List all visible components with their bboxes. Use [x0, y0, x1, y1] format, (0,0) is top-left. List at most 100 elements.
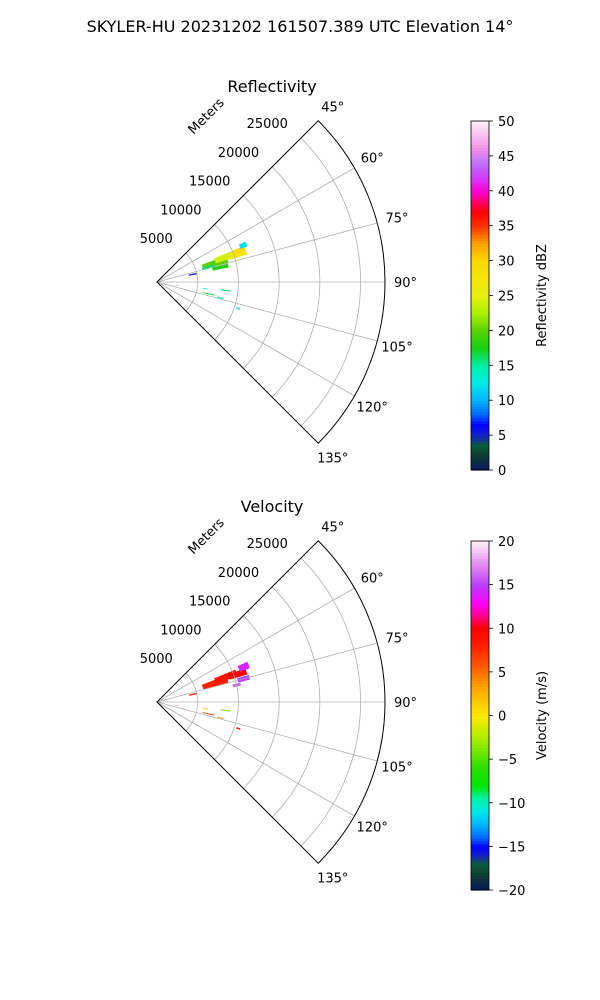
colorbar-segment	[471, 823, 489, 827]
colorbar-segment	[471, 686, 489, 690]
colorbar-segment	[471, 872, 489, 877]
radial-tick-label: 25000	[247, 117, 288, 132]
colorbar-segment	[471, 773, 489, 778]
echo-cell	[237, 661, 250, 672]
colorbar-segment	[471, 831, 489, 836]
angle-tick-label: 90°	[394, 696, 417, 711]
colorbar-segment	[471, 881, 489, 885]
colorbar-segment	[471, 770, 489, 775]
colorbar-segment	[471, 374, 489, 378]
colorbar-segment	[471, 776, 489, 781]
echo-cell	[228, 668, 248, 680]
colorbar-segment	[471, 307, 489, 311]
colorbar-segment	[471, 884, 489, 888]
colorbar-tick-label: 35	[498, 220, 515, 235]
colorbar-segment	[471, 619, 489, 624]
colorbar-segment	[471, 700, 489, 705]
figure-suptitle: SKYLER-HU 20231202 161507.389 UTC Elevat…	[87, 17, 514, 36]
colorbar-label: Velocity (m/s)	[535, 671, 550, 760]
colorbar-segment	[471, 225, 489, 230]
colorbar-segment	[471, 208, 489, 212]
colorbar-segment	[471, 187, 489, 192]
colorbar-segment	[471, 575, 489, 580]
colorbar-segment	[471, 744, 489, 749]
colorbar-segment	[471, 837, 489, 842]
colorbar-segment	[471, 572, 489, 577]
colorbar-segment	[471, 438, 489, 442]
colorbar-segment	[471, 828, 489, 833]
colorbar-segment	[471, 286, 489, 291]
colorbar-segment	[471, 359, 489, 363]
colorbar-tick-label: −5	[498, 753, 517, 768]
colorbar-segment	[471, 820, 489, 824]
colorbar-segment	[471, 613, 489, 618]
colorbar-segment	[471, 715, 489, 720]
colorbar-segment	[471, 811, 489, 815]
angle-tick-label: 135°	[317, 872, 348, 887]
colorbar-segment	[471, 567, 489, 571]
azimuth-spoke	[156, 642, 378, 703]
colorbar-segment	[471, 350, 489, 355]
colorbar-segment	[471, 578, 489, 583]
colorbar-segment	[471, 144, 489, 148]
azimuth-spoke	[156, 701, 355, 817]
colorbar-segment	[471, 555, 489, 560]
echo-cell	[220, 709, 231, 712]
colorbar-segment	[471, 616, 489, 621]
echo-cell	[188, 692, 197, 696]
echo-cell	[202, 708, 208, 710]
colorbar-segment	[471, 435, 489, 439]
colorbar-segment	[471, 543, 489, 548]
colorbar-segment	[471, 558, 489, 562]
colorbar-segment	[471, 216, 489, 221]
echo-layer	[175, 241, 248, 310]
colorbar-segment	[471, 863, 489, 868]
colorbar-segment	[471, 138, 489, 142]
angle-tick-label: 120°	[357, 400, 388, 415]
colorbar-segment	[471, 461, 489, 465]
angle-tick-label: 45°	[321, 100, 344, 115]
colorbar-segment	[471, 570, 489, 574]
colorbar-segment	[471, 590, 489, 594]
colorbar-segment	[471, 176, 489, 180]
colorbar-segment	[471, 596, 489, 600]
colorbar-segment	[471, 849, 489, 853]
colorbar-segment	[471, 126, 489, 131]
echo-cell	[214, 249, 238, 264]
echo-cell	[202, 712, 215, 716]
echo-cell	[220, 289, 231, 292]
colorbar-segment	[471, 312, 489, 317]
colorbar-segment	[471, 234, 489, 238]
colorbar-segment	[471, 581, 489, 586]
colorbar-segment	[471, 321, 489, 326]
colorbar-segment	[471, 251, 489, 256]
radial-axis-label: Meters	[186, 516, 228, 558]
colorbar-segment	[471, 423, 489, 427]
colorbar-segment	[471, 718, 489, 722]
colorbar-segment	[471, 179, 489, 183]
colorbar-tick-label: 15	[498, 579, 515, 594]
colorbar-segment	[471, 648, 489, 653]
colorbar-tick-label: 10	[498, 622, 515, 637]
colorbar-segment	[471, 333, 489, 337]
colorbar-segment	[471, 584, 489, 589]
colorbar-tick-label: −20	[498, 884, 525, 899]
colorbar-segment	[471, 199, 489, 204]
colorbar-segment	[471, 645, 489, 650]
colorbar-segment	[471, 785, 489, 789]
colorbar-segment	[471, 796, 489, 801]
colorbar-segment	[471, 327, 489, 331]
colorbar-tick-label: 45	[498, 150, 515, 165]
colorbar-segment	[471, 698, 489, 702]
colorbar-segment	[471, 651, 489, 656]
colorbar-tick-label: 25	[498, 290, 515, 305]
colorbar-segment	[471, 799, 489, 804]
colorbar-segment	[471, 214, 489, 218]
echo-cell	[188, 272, 197, 276]
colorbar-segment	[471, 408, 489, 413]
colorbar-segment	[471, 446, 489, 451]
colorbar-segment	[471, 639, 489, 644]
colorbar-segment	[471, 432, 489, 436]
colorbar-segment	[471, 173, 489, 177]
